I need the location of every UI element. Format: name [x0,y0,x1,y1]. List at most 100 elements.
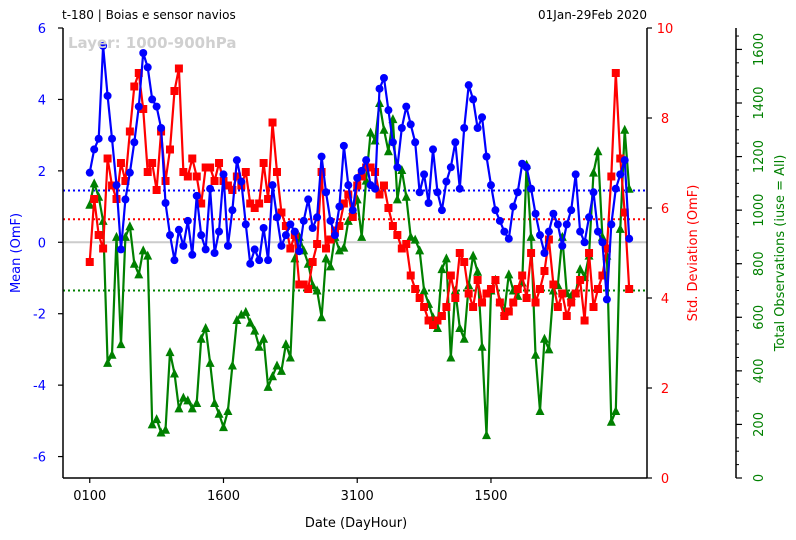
mean-point [625,234,634,243]
obs-point [397,164,407,174]
mean-point [148,95,157,104]
std-point [616,154,625,163]
obs-point [285,352,295,362]
obs-point [138,245,148,255]
x-tick-label: 1600 [207,489,240,504]
std-point [415,294,424,302]
obs-point [268,371,278,381]
mean-point [616,170,625,179]
mean-point [174,225,183,234]
mean-point [371,184,380,193]
mean-point [558,241,567,250]
std-point [424,316,433,325]
y-right-tick-label: 2 [661,382,669,397]
y-right-tick-label: 4 [661,292,669,307]
std-point [540,267,549,275]
std-point [451,294,460,302]
obs-point [593,146,603,156]
std-point [455,249,464,257]
mean-point [424,199,433,207]
obs-point [482,430,492,440]
obs-point [357,231,367,241]
mean-point [108,134,117,143]
mean-point [576,227,585,236]
series-mean [85,41,634,304]
mean-point [264,256,273,265]
obs-point [236,309,246,319]
mean-point [143,63,152,72]
obs-point [334,245,344,255]
mean-point [344,181,353,190]
std-point [469,303,478,311]
obs-point [606,416,616,426]
std-point [223,181,232,190]
std-point [602,244,611,253]
mean-point [223,241,232,250]
mean-point [442,177,451,186]
std-point [322,244,331,253]
y-axis-mean-title: Mean (OmF) [9,213,24,293]
obs-point [459,333,469,343]
std-point [308,258,317,266]
mean-point [304,195,313,204]
std-point [335,222,344,230]
std-point [357,172,366,181]
std-point [562,312,571,320]
mean-point [255,256,264,265]
obs-point [116,339,126,349]
std-point [576,276,585,284]
mean-point [379,74,388,82]
mean-point [348,206,357,215]
obs-point [455,323,465,332]
mean-point [134,102,143,111]
obs-point [241,306,251,316]
std-point [429,321,438,329]
y-axis-mean: -6 -4 -2 0 2 4 6 [33,22,63,466]
std-point [170,87,179,95]
y-left-tick-label: -2 [33,308,46,323]
std-point [108,181,117,190]
obs-point [259,333,269,343]
mean-point [388,138,397,147]
obs-point [250,325,260,335]
mean-point [531,209,540,218]
mean-point [571,170,580,179]
std-point [433,316,442,325]
mean-point [237,177,246,186]
std-point [437,312,446,320]
mean-point [397,124,406,132]
obs-point [178,392,188,402]
obs-point [107,349,117,359]
y-axis-obs-title: Total Observations (iuse = All) [773,155,788,353]
std-point [402,240,411,248]
obs-point [134,269,144,279]
std-point [339,199,348,208]
y-far-tick-label: 1400 [752,86,767,119]
obs-point [161,424,171,434]
std-point [567,298,576,307]
mean-point [593,227,602,236]
std-point [215,159,224,167]
mean-point [406,120,415,129]
obs-point [165,347,175,357]
std-point [139,105,148,113]
obs-point [272,360,282,370]
obs-point [89,178,99,188]
mean-point [103,91,112,100]
std-point [558,289,567,298]
obs-point [187,403,197,413]
obs-point [531,349,541,359]
y-far-tick-label: 200 [752,412,767,437]
obs-point [263,381,273,391]
mean-point [94,134,103,143]
mean-point [313,213,322,222]
std-point [116,159,125,167]
obs-point [526,231,536,241]
mean-point [116,245,125,254]
mean-point [99,41,108,50]
mean-point [206,184,215,193]
std-point [304,285,313,293]
mean-point [455,184,464,193]
mean-point [598,238,607,247]
